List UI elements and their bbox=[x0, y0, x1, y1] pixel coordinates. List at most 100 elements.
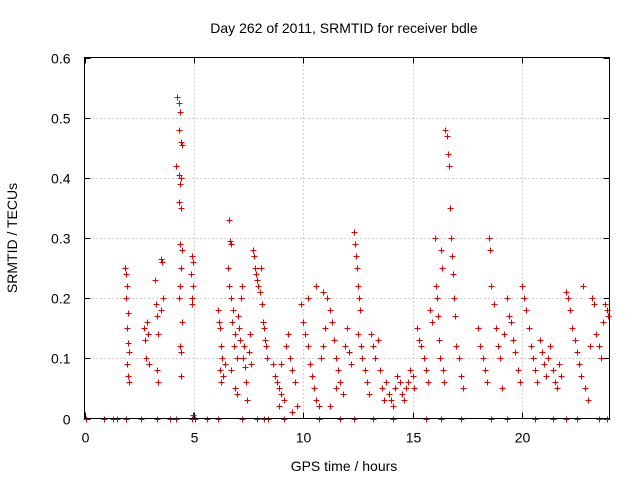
data-point bbox=[335, 367, 342, 374]
data-point bbox=[258, 265, 265, 272]
data-point bbox=[359, 355, 366, 362]
data-point bbox=[434, 295, 441, 302]
data-point bbox=[309, 373, 316, 380]
data-point bbox=[333, 385, 340, 392]
data-point bbox=[403, 385, 410, 392]
data-point bbox=[178, 205, 185, 212]
data-point bbox=[523, 307, 530, 314]
data-point bbox=[416, 337, 423, 344]
data-point bbox=[448, 235, 455, 242]
x-tick-label: 5 bbox=[191, 430, 199, 446]
data-point bbox=[217, 367, 224, 374]
data-point bbox=[294, 403, 301, 410]
data-point bbox=[145, 331, 152, 338]
data-point bbox=[155, 379, 162, 386]
data-point bbox=[218, 379, 225, 386]
data-point bbox=[307, 361, 314, 368]
data-point bbox=[390, 416, 397, 423]
data-point bbox=[178, 349, 185, 356]
data-point bbox=[541, 361, 548, 368]
data-point bbox=[302, 331, 309, 338]
data-point bbox=[358, 343, 365, 350]
data-point bbox=[563, 289, 570, 296]
x-tick-label: 20 bbox=[515, 430, 531, 446]
data-point bbox=[261, 325, 268, 332]
data-point bbox=[587, 343, 594, 350]
data-point bbox=[372, 355, 379, 362]
data-point bbox=[451, 295, 458, 302]
data-point bbox=[253, 271, 260, 278]
data-point bbox=[189, 253, 196, 260]
data-point bbox=[292, 379, 299, 386]
data-point bbox=[482, 367, 489, 374]
data-point bbox=[239, 283, 246, 290]
data-point bbox=[289, 367, 296, 374]
data-point bbox=[449, 253, 456, 260]
data-point bbox=[436, 337, 443, 344]
data-point bbox=[179, 142, 186, 149]
data-point bbox=[394, 373, 401, 380]
y-axis-label: SRMTID / TECUs bbox=[4, 183, 20, 293]
data-point bbox=[591, 301, 598, 308]
data-point bbox=[204, 416, 211, 423]
data-point bbox=[356, 295, 363, 302]
data-point bbox=[340, 391, 347, 398]
data-point bbox=[484, 379, 491, 386]
data-point bbox=[215, 307, 222, 314]
data-point bbox=[480, 355, 487, 362]
data-point bbox=[305, 343, 312, 350]
data-point bbox=[493, 325, 500, 332]
data-point bbox=[283, 343, 290, 350]
data-point bbox=[177, 241, 184, 248]
data-point bbox=[423, 416, 430, 423]
data-point bbox=[532, 367, 539, 374]
data-point bbox=[219, 355, 226, 362]
data-point bbox=[337, 379, 344, 386]
data-point bbox=[329, 319, 336, 326]
data-point bbox=[567, 307, 574, 314]
data-point bbox=[407, 367, 414, 374]
data-point bbox=[477, 343, 484, 350]
y-tick-label: 0.4 bbox=[51, 171, 71, 187]
data-point bbox=[298, 301, 305, 308]
data-point bbox=[552, 379, 559, 386]
data-point bbox=[216, 319, 223, 326]
data-point bbox=[159, 259, 166, 266]
data-point bbox=[227, 238, 234, 245]
data-point bbox=[192, 416, 199, 423]
data-point bbox=[440, 367, 447, 374]
data-point bbox=[423, 367, 430, 374]
data-point bbox=[375, 337, 382, 344]
data-point bbox=[276, 385, 283, 392]
data-point bbox=[545, 355, 552, 362]
data-point bbox=[222, 361, 229, 368]
data-point bbox=[397, 379, 404, 386]
data-point bbox=[558, 373, 565, 380]
data-point bbox=[231, 343, 238, 350]
data-point bbox=[331, 337, 338, 344]
data-point bbox=[344, 325, 351, 332]
data-point bbox=[348, 361, 355, 368]
data-point bbox=[429, 319, 436, 326]
data-point bbox=[243, 379, 250, 386]
data-point bbox=[215, 416, 222, 423]
data-point bbox=[257, 289, 264, 296]
x-tick-label: 0 bbox=[82, 430, 90, 446]
data-point bbox=[512, 349, 519, 356]
data-point bbox=[547, 343, 554, 350]
data-point bbox=[410, 373, 417, 380]
data-point bbox=[383, 379, 390, 386]
data-point bbox=[532, 416, 539, 423]
data-point bbox=[276, 403, 283, 410]
data-point bbox=[239, 416, 246, 423]
data-point bbox=[126, 379, 133, 386]
data-point bbox=[565, 295, 572, 302]
data-point bbox=[142, 337, 149, 344]
data-point bbox=[355, 283, 362, 290]
data-point bbox=[602, 301, 609, 308]
data-point bbox=[543, 373, 550, 380]
data-point bbox=[355, 331, 362, 338]
data-point bbox=[177, 343, 184, 350]
data-point bbox=[351, 416, 358, 423]
